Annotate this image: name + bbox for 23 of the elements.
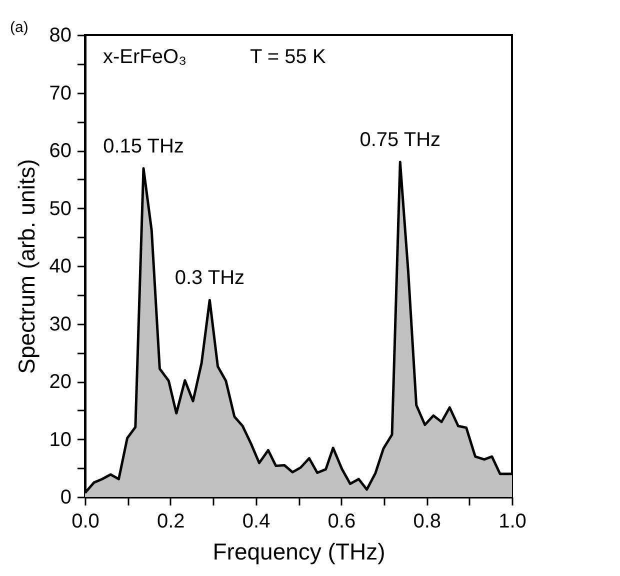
text: (a) <box>10 19 28 36</box>
x-tick-label: 0.0 <box>72 510 100 532</box>
x-tick-label: 1.0 <box>498 510 526 532</box>
y-tick-label: 20 <box>49 371 72 393</box>
x-axis-title: Frequency (THz) <box>212 538 386 564</box>
annotation: 0.75 THz <box>360 129 441 152</box>
y-tick-label: 0 <box>60 486 72 508</box>
y-tick-label: 40 <box>49 256 72 278</box>
x-tick-label: 0.4 <box>242 510 270 532</box>
y-tick-label: 70 <box>49 82 72 104</box>
y-axis-title: Spectrum (arb. units) <box>13 159 40 374</box>
x-tick-label: 0.2 <box>156 510 185 532</box>
x-tick-label: 0.6 <box>328 510 356 532</box>
annotation: 0.3 THz <box>174 267 245 290</box>
y-tick-label: 30 <box>49 313 72 336</box>
y-tick-label: 50 <box>49 198 72 220</box>
y-tick-label: 10 <box>49 428 72 451</box>
x-tick-label: 0.8 <box>413 510 442 532</box>
y-tick-label: 80 <box>49 24 72 46</box>
y-tick-label: 60 <box>49 140 72 162</box>
annotation: T = 55 K <box>250 46 326 68</box>
annotation: 0.15 THz <box>103 135 184 158</box>
annotation: x-ErFeO₃ <box>103 46 187 68</box>
